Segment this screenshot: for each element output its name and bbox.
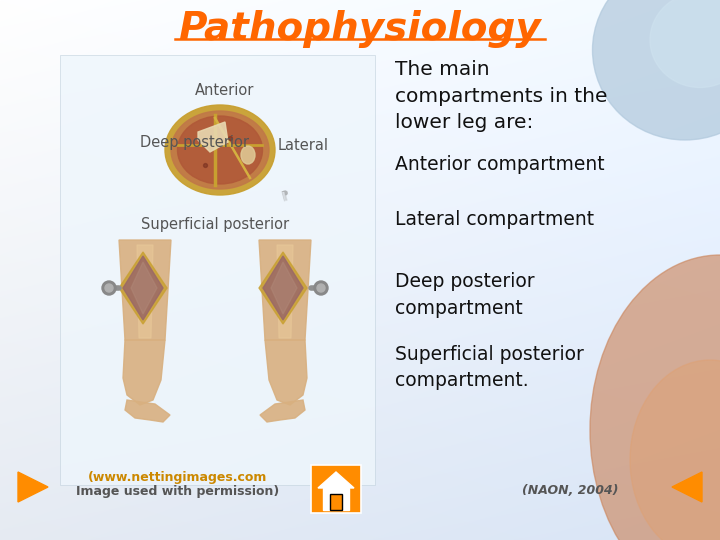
FancyBboxPatch shape: [323, 488, 349, 510]
Circle shape: [314, 281, 328, 295]
Text: Pathophysiology: Pathophysiology: [179, 10, 541, 48]
Polygon shape: [119, 252, 167, 324]
Polygon shape: [318, 472, 354, 488]
Text: Anterior: Anterior: [195, 83, 255, 98]
FancyBboxPatch shape: [311, 465, 361, 513]
Polygon shape: [119, 240, 171, 340]
Text: Superficial posterior
compartment.: Superficial posterior compartment.: [395, 345, 584, 390]
Circle shape: [102, 281, 116, 295]
Polygon shape: [260, 400, 305, 422]
Polygon shape: [259, 240, 311, 340]
Circle shape: [317, 284, 325, 292]
Text: (NAON, 2004): (NAON, 2004): [522, 483, 618, 496]
Text: Image used with permission): Image used with permission): [76, 485, 279, 498]
Polygon shape: [123, 340, 165, 405]
Polygon shape: [18, 472, 48, 502]
Text: The main
compartments in the
lower leg are:: The main compartments in the lower leg a…: [395, 60, 608, 132]
Ellipse shape: [241, 146, 255, 164]
Polygon shape: [131, 262, 157, 314]
Text: Lateral compartment: Lateral compartment: [395, 210, 594, 229]
Polygon shape: [137, 245, 153, 338]
Ellipse shape: [630, 360, 720, 540]
Polygon shape: [277, 245, 293, 338]
FancyBboxPatch shape: [330, 494, 342, 510]
Ellipse shape: [593, 0, 720, 140]
Point: [224, 134, 235, 143]
Ellipse shape: [590, 255, 720, 540]
Circle shape: [105, 284, 113, 292]
Polygon shape: [198, 122, 228, 152]
Polygon shape: [672, 472, 702, 502]
Text: Lateral: Lateral: [278, 138, 329, 152]
Text: Deep posterior: Deep posterior: [140, 134, 249, 150]
Polygon shape: [123, 256, 163, 320]
Ellipse shape: [171, 111, 269, 189]
Ellipse shape: [650, 0, 720, 87]
Polygon shape: [125, 400, 170, 422]
Text: ⁋: ⁋: [279, 188, 291, 202]
Ellipse shape: [165, 105, 275, 195]
Point: [199, 161, 211, 170]
Text: Superficial posterior: Superficial posterior: [141, 217, 289, 232]
Text: Deep posterior
compartment: Deep posterior compartment: [395, 272, 535, 318]
FancyBboxPatch shape: [60, 55, 375, 485]
Polygon shape: [263, 256, 303, 320]
Ellipse shape: [178, 116, 263, 184]
Polygon shape: [271, 262, 297, 314]
Polygon shape: [265, 340, 307, 405]
Text: Anterior compartment: Anterior compartment: [395, 155, 605, 174]
Text: (www.nettingimages.com: (www.nettingimages.com: [89, 471, 268, 484]
Polygon shape: [259, 252, 307, 324]
